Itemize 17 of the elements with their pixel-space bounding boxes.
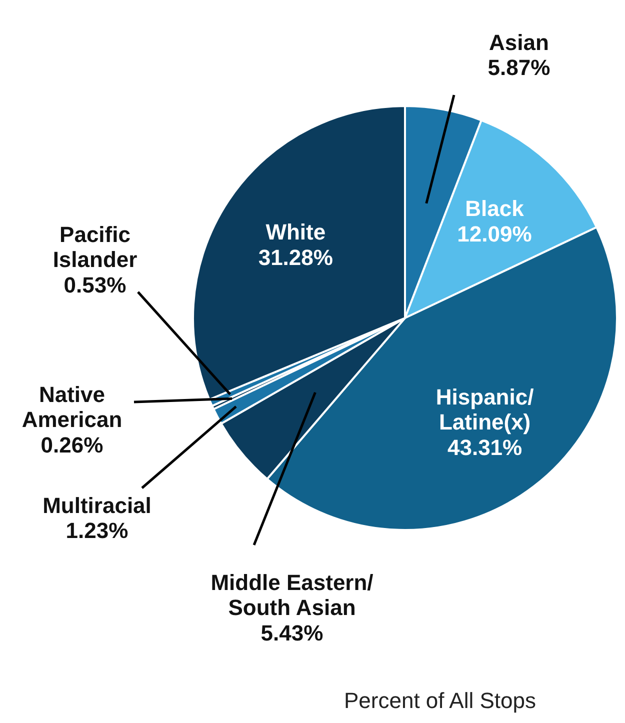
slice-label: Asian [489, 30, 549, 55]
data-label: 31.28% [258, 244, 333, 270]
data-label: 0.53% [64, 272, 126, 298]
data-label: 0.26% [40, 432, 104, 458]
slice-label: Black [465, 196, 525, 222]
data-label: 43.31% [447, 434, 522, 460]
slice-label: Native American [22, 382, 122, 432]
slice-label: Middle Eastern/ South Asian [210, 570, 374, 620]
slice-label: Hispanic/ Latine(x) [436, 384, 534, 435]
slice-label: Pacific Islander [52, 222, 138, 272]
slice-label: Multiracial [42, 492, 152, 518]
data-label: 12.09% [457, 222, 532, 247]
data-label: 5.43% [260, 620, 324, 646]
text: Percent of All Stops [344, 688, 536, 713]
data-label: 5.87% [488, 55, 550, 80]
data-label: 1.23% [66, 518, 128, 544]
slice-label: White [266, 220, 326, 245]
